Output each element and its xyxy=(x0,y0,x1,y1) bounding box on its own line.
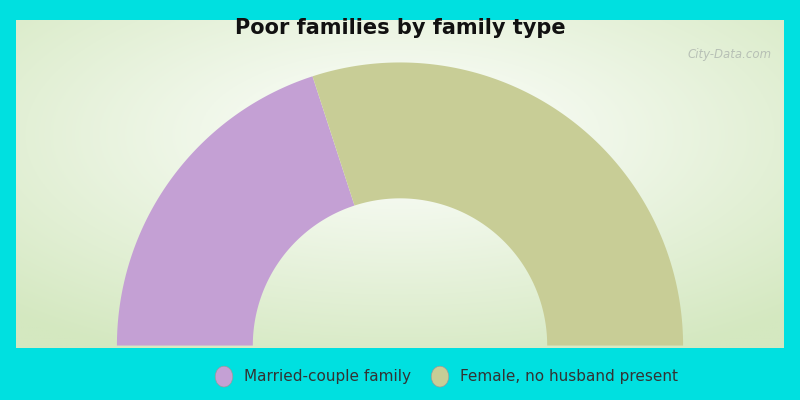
Ellipse shape xyxy=(215,366,233,387)
Text: Married-couple family: Married-couple family xyxy=(244,369,411,384)
Polygon shape xyxy=(117,76,354,346)
Ellipse shape xyxy=(431,366,449,387)
Text: City-Data.com: City-Data.com xyxy=(688,48,772,61)
Text: Poor families by family type: Poor families by family type xyxy=(234,18,566,38)
Polygon shape xyxy=(313,62,683,346)
Text: Female, no husband present: Female, no husband present xyxy=(460,369,678,384)
